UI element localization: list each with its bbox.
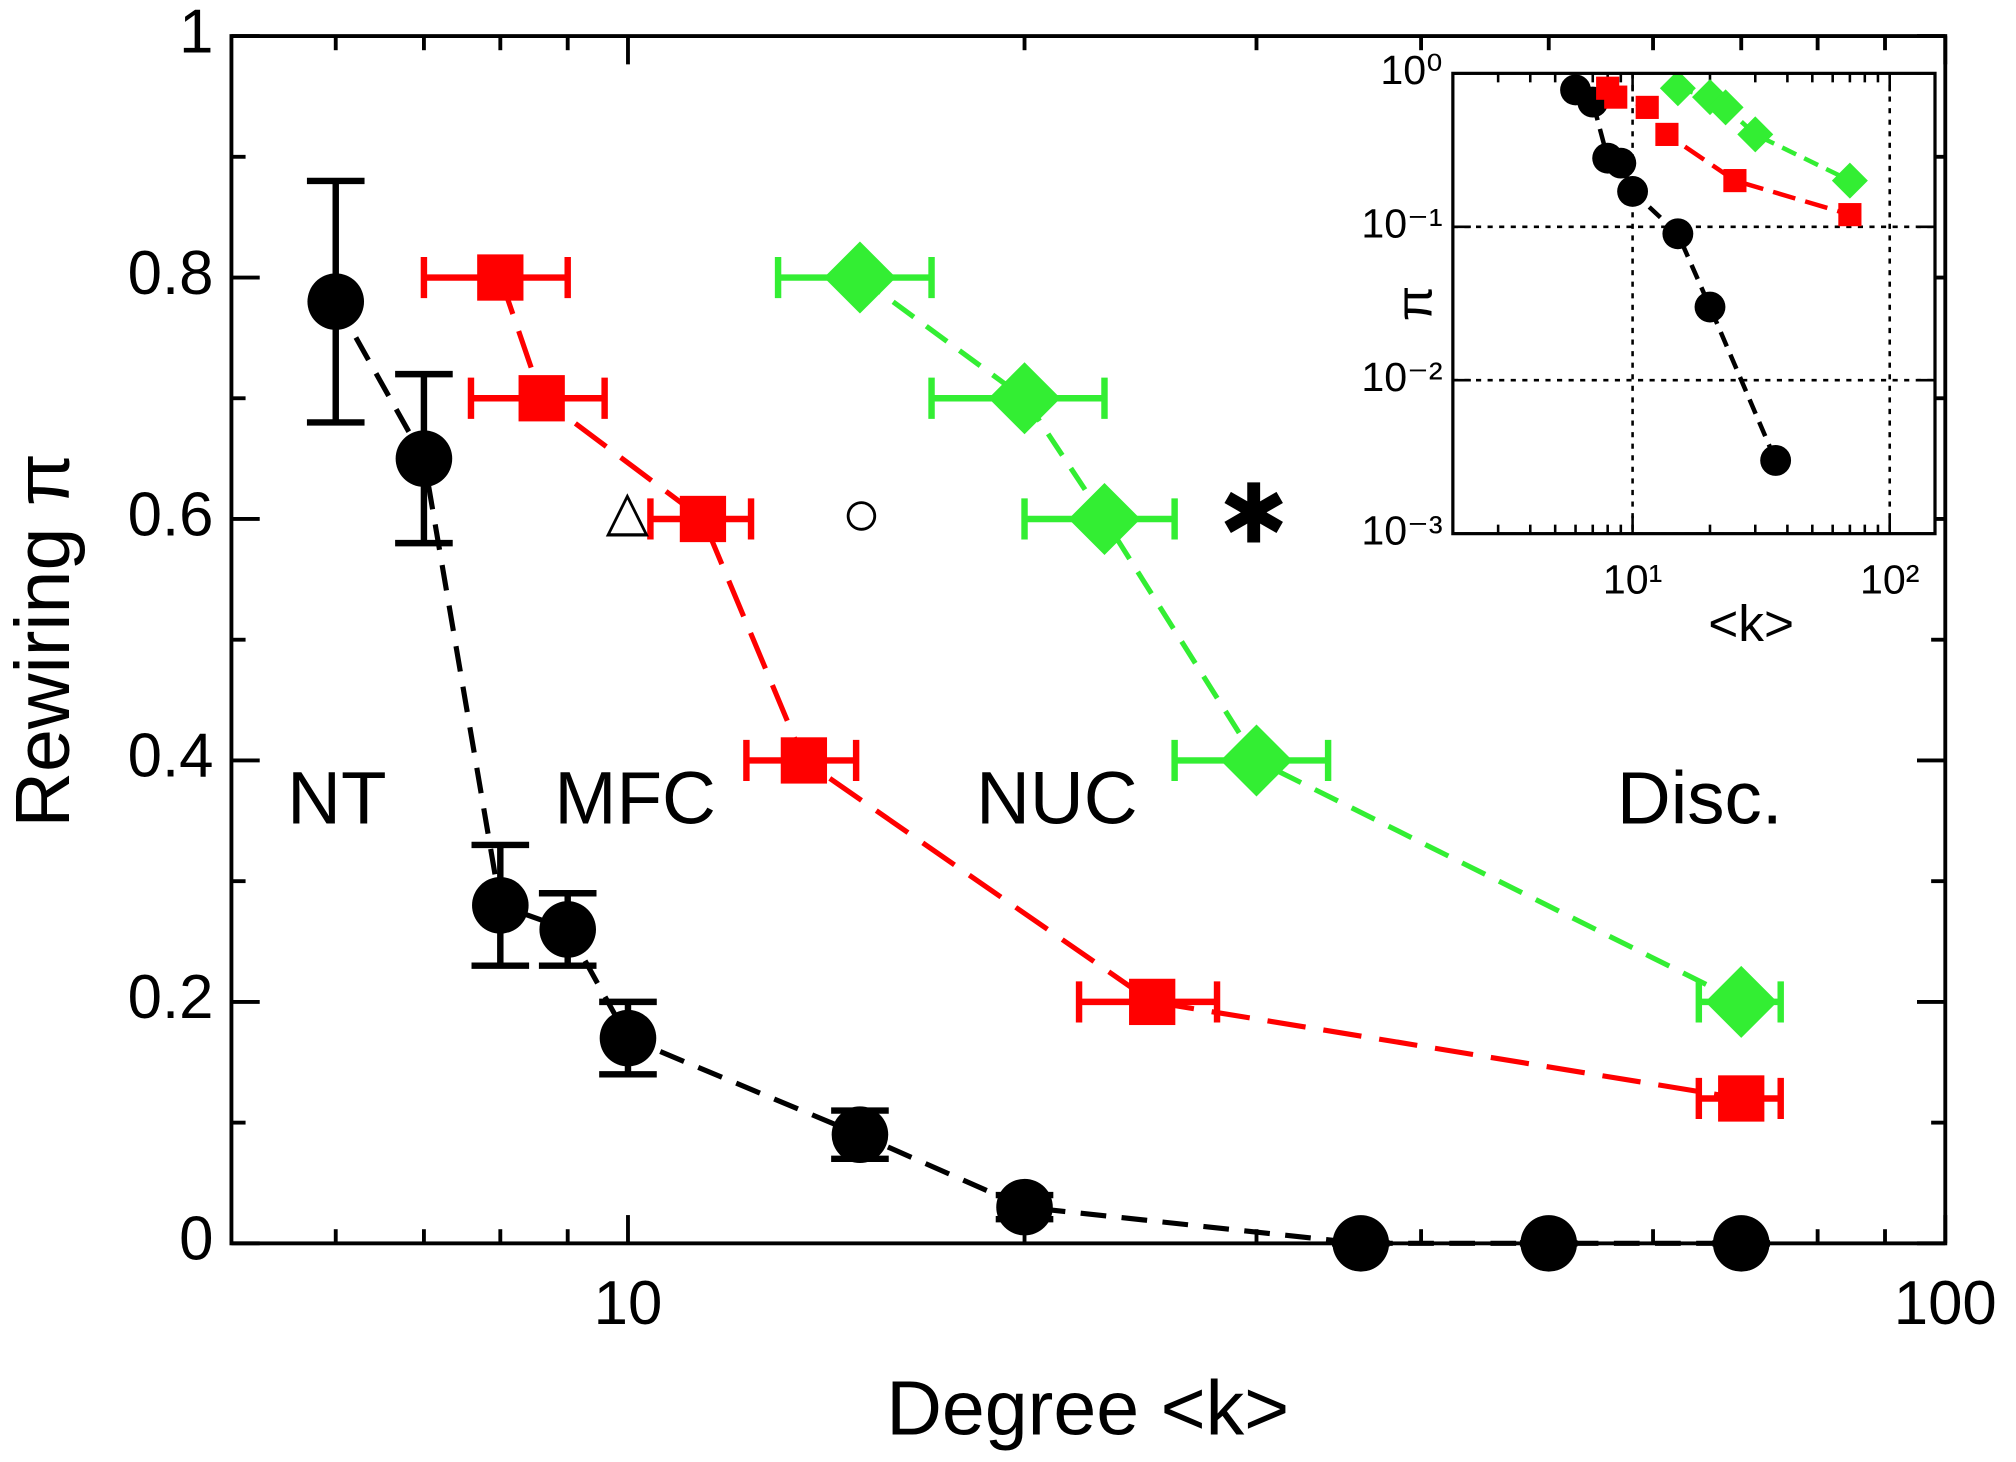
annotation: NT — [287, 755, 386, 839]
y-tick-label: 10⁰ — [1380, 47, 1442, 93]
marker — [1694, 291, 1726, 323]
y-tick-label: 10⁻¹ — [1361, 201, 1442, 247]
annotation: ○ — [841, 476, 881, 551]
marker — [1707, 89, 1744, 126]
marker — [1129, 978, 1176, 1026]
y-axis-label: π — [1385, 286, 1443, 321]
annotation: NUC — [976, 755, 1138, 839]
marker — [599, 1009, 657, 1067]
marker — [307, 273, 365, 330]
marker — [1838, 203, 1862, 227]
y-tick-label: 10⁻² — [1361, 354, 1442, 400]
y-tick-label: 0.8 — [128, 239, 214, 308]
marker — [518, 375, 565, 422]
y-tick-label: 10⁻³ — [1361, 508, 1442, 554]
marker — [1605, 147, 1637, 179]
marker — [1604, 85, 1628, 109]
plot-area — [1452, 73, 1935, 534]
marker — [780, 737, 828, 784]
marker — [1068, 482, 1141, 555]
marker — [1659, 73, 1696, 107]
marker — [1718, 1075, 1765, 1122]
y-axis-label: Rewiring π — [0, 453, 86, 828]
y-tick-label: 0.6 — [128, 480, 214, 549]
annotation: Disc. — [1617, 755, 1783, 839]
marker — [395, 430, 453, 487]
y-tick-label: 1 — [179, 0, 213, 66]
x-tick-label: 10² — [1860, 556, 1919, 602]
y-tick-label: 0 — [179, 1205, 213, 1274]
x-tick-label: 10¹ — [1603, 556, 1662, 602]
y-tick-label: 0.4 — [128, 722, 214, 791]
x-tick-label: 100 — [1894, 1269, 1997, 1338]
x-axis-label: Degree <k> — [886, 1366, 1289, 1452]
marker — [472, 877, 529, 934]
inset-plot: 10¹ 10² 10⁻³ 10⁻² 10⁻¹ 10⁰ <k> π — [1361, 47, 1937, 652]
marker — [1655, 122, 1679, 146]
marker — [1662, 218, 1694, 250]
marker — [1723, 169, 1747, 193]
marker — [831, 1106, 889, 1163]
marker — [477, 254, 524, 301]
x-axis-label: <k> — [1708, 594, 1794, 652]
y-tick-label: 0.2 — [128, 963, 214, 1032]
marker — [1705, 965, 1778, 1038]
marker — [1737, 116, 1774, 153]
annotation: △ — [606, 478, 650, 541]
plot-frame — [1451, 71, 1937, 536]
marker — [1617, 175, 1649, 207]
annotation: MFC — [554, 755, 716, 839]
annotation: ✱ — [1219, 470, 1288, 561]
marker — [679, 495, 727, 543]
marker — [1831, 162, 1868, 199]
series-line — [497, 276, 1742, 1102]
plot-frame — [229, 34, 1948, 1246]
marker — [1760, 445, 1792, 476]
marker — [1635, 95, 1659, 119]
data-layer — [1560, 73, 1868, 476]
marker — [539, 901, 596, 958]
x-tick-label: 10 — [594, 1269, 663, 1338]
marker — [1220, 724, 1293, 797]
marker — [996, 1178, 1053, 1236]
data-layer — [306, 177, 1784, 1272]
marker — [988, 362, 1061, 435]
